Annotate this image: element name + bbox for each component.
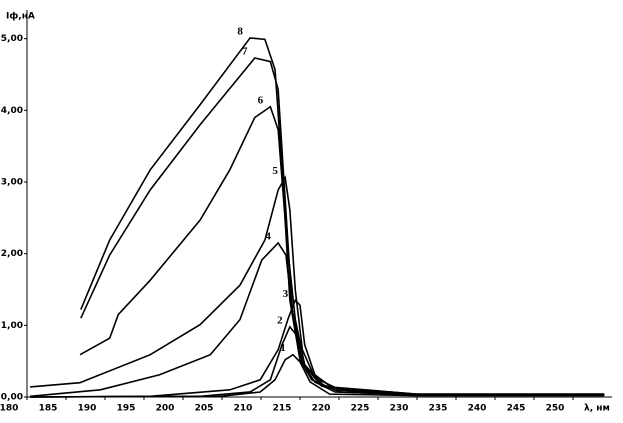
series-label: 5 bbox=[272, 165, 278, 177]
y-tick-label: 2,00 bbox=[1, 249, 23, 259]
x-axis-label: λ, нм bbox=[584, 404, 610, 414]
series-line bbox=[30, 353, 605, 398]
series-label: 2 bbox=[277, 314, 283, 326]
x-tick-label: 190 bbox=[78, 404, 97, 414]
y-tick-label: 3,00 bbox=[1, 178, 23, 188]
x-tick-label: 230 bbox=[390, 404, 409, 414]
series-label: 7 bbox=[242, 46, 248, 58]
x-tick-label: 220 bbox=[312, 404, 331, 414]
x-tick-label: 245 bbox=[507, 404, 526, 414]
series-label: 8 bbox=[237, 25, 243, 37]
y-tick-label: 1,00 bbox=[1, 321, 23, 331]
x-tick-label: 225 bbox=[351, 404, 370, 414]
y-tick-label: 0,00 bbox=[1, 393, 23, 403]
y-tick-label: 5,00 bbox=[1, 34, 23, 44]
x-tick-label: 250 bbox=[546, 404, 565, 414]
x-tick-label: 200 bbox=[156, 404, 175, 414]
series-line bbox=[80, 37, 605, 396]
x-tick-label: 240 bbox=[468, 404, 487, 414]
y-axis-label: Iф,нА bbox=[6, 12, 35, 22]
x-tick-label: 205 bbox=[195, 404, 214, 414]
series-label: 4 bbox=[265, 230, 271, 242]
y-tick-label: 4,00 bbox=[1, 106, 23, 116]
x-tick-label: 195 bbox=[117, 404, 136, 414]
x-tick-label: 185 bbox=[39, 404, 58, 414]
series-line bbox=[80, 57, 605, 395]
series-label: 3 bbox=[283, 288, 289, 300]
series-label: 6 bbox=[258, 94, 264, 106]
x-tick-label: 180 bbox=[0, 404, 18, 414]
x-tick-label: 235 bbox=[429, 404, 448, 414]
series-line bbox=[30, 175, 605, 395]
x-tick-label: 215 bbox=[273, 404, 292, 414]
series-label: 1 bbox=[280, 342, 286, 354]
series-line bbox=[79, 105, 605, 395]
x-tick-label: 210 bbox=[234, 404, 253, 414]
series-line bbox=[30, 241, 605, 398]
